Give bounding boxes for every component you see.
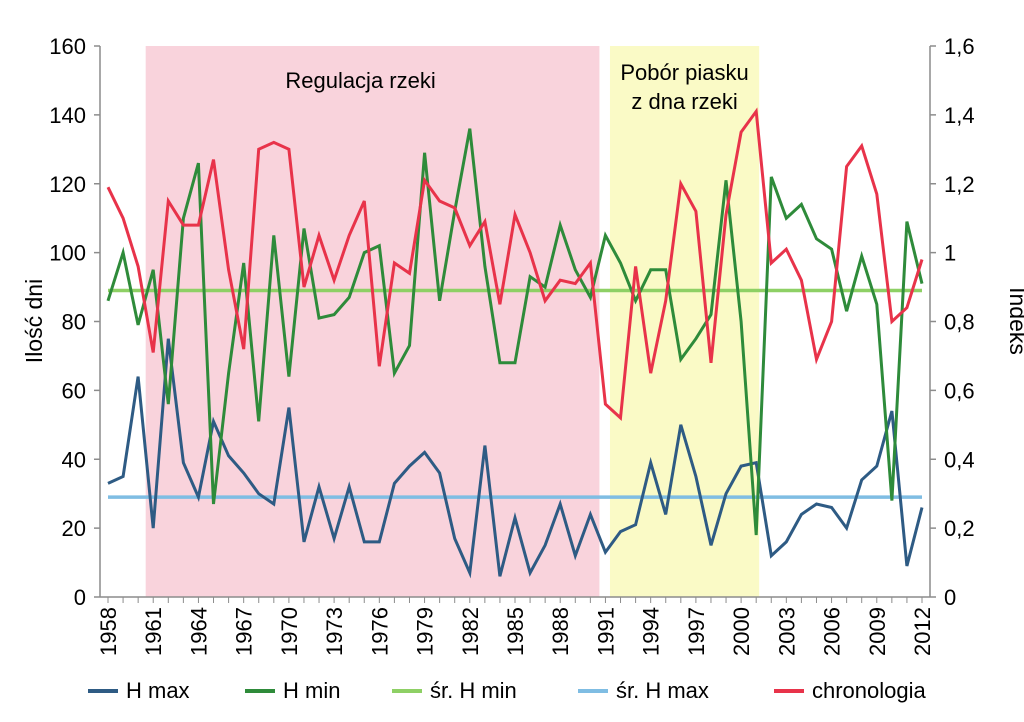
- legend-swatch-sr-h-min: [392, 689, 422, 693]
- series-lines: [106, 107, 924, 579]
- y-tick-label: 0: [74, 585, 86, 610]
- legend-swatch-chronologia: [774, 689, 804, 693]
- y-tick-label: 160: [49, 34, 86, 59]
- legend-label-h-min: H min: [283, 678, 341, 703]
- y-tick-label: 80: [62, 310, 86, 335]
- y2-tick-label: 0,4: [944, 447, 975, 472]
- legend-item-sr-h-min: śr. H min: [392, 674, 517, 708]
- legend-swatch-h-min: [245, 689, 275, 693]
- region-regulacja-rzeki: [145, 46, 600, 597]
- series-line-h-max: [107, 338, 924, 579]
- region-label-regulacja-rzeki: Regulacja rzeki: [285, 68, 435, 93]
- y2-tick-label: 0: [944, 585, 956, 610]
- legend-label-chronologia: chronologia: [812, 678, 926, 703]
- legend-label-sr-h-min: śr. H min: [430, 678, 517, 703]
- series-line-chronologia: [106, 107, 924, 422]
- y2-axis-label: Indeks: [1005, 287, 1024, 355]
- y-tick-label: 120: [49, 172, 86, 197]
- x-tick-label: 1967: [232, 607, 257, 656]
- x-tick-label: 1997: [684, 607, 709, 656]
- legend-item-chronologia: chronologia: [774, 674, 926, 708]
- axes: 0 20 40 60 80 100 120 140 160 0 0,2 0,4 0,6 0,8 1 1,2 1,…: [49, 34, 974, 656]
- x-tick-label: 2009: [865, 607, 890, 656]
- x-tick-label: 2012: [910, 607, 935, 656]
- x-tick-label: 2003: [774, 607, 799, 656]
- x-tick-label: 2000: [729, 607, 754, 656]
- x-tick-label: 1976: [367, 607, 392, 656]
- y-tick-label: 20: [62, 516, 86, 541]
- y-tick-label: 40: [62, 447, 86, 472]
- x-tick-label: 1985: [503, 607, 528, 656]
- legend-label-h-max: H max: [126, 678, 190, 703]
- series-line-h-min: [106, 128, 924, 536]
- y2-tick-label: 1: [944, 241, 956, 266]
- x-tick-label: 2006: [820, 607, 845, 656]
- x-tick-label: 1994: [639, 607, 664, 656]
- y2-tick-label: 1,6: [944, 34, 975, 59]
- x-tick-label: 1988: [548, 607, 573, 656]
- y2-tick-label: 1,2: [944, 172, 975, 197]
- y-tick-label: 140: [49, 103, 86, 128]
- region-label-pobor-piasku-line-2: z dna rzeki: [631, 89, 737, 114]
- legend-label-sr-h-max: śr. H max: [616, 678, 709, 703]
- x-tick-label: 1991: [593, 607, 618, 656]
- region-pobor-piasku-z-dna-rzeki: [609, 46, 760, 597]
- legend: H max H min śr. H min śr. H max chronolo…: [0, 674, 1024, 708]
- x-tick-label: 1973: [322, 607, 347, 656]
- x-tick-label: 1970: [277, 607, 302, 656]
- x-tick-label: 1961: [141, 607, 166, 656]
- y2-tick-label: 0,8: [944, 310, 975, 335]
- x-tick-label: 1958: [96, 607, 121, 656]
- y2-tick-label: 0,6: [944, 378, 975, 403]
- x-tick-label: 1982: [458, 607, 483, 656]
- region-label-pobor-piasku-line-1: Pobór piasku: [620, 60, 748, 85]
- y2-tick-label: 1,4: [944, 103, 975, 128]
- y-axis-label: Ilość dni: [21, 279, 47, 363]
- y2-tick-label: 0,2: [944, 516, 975, 541]
- shaded-regions: Regulacja rzeki Pobór piasku z dna rzeki: [145, 46, 760, 597]
- x-tick-label: 1964: [186, 607, 211, 656]
- legend-item-h-max: H max: [88, 674, 190, 708]
- x-tick-label: 1979: [413, 607, 438, 656]
- legend-item-h-min: H min: [245, 674, 340, 708]
- legend-item-sr-h-max: śr. H max: [578, 674, 709, 708]
- y-tick-label: 100: [49, 241, 86, 266]
- legend-swatch-sr-h-max: [578, 689, 608, 693]
- legend-swatch-h-max: [88, 689, 118, 693]
- y-tick-label: 60: [62, 378, 86, 403]
